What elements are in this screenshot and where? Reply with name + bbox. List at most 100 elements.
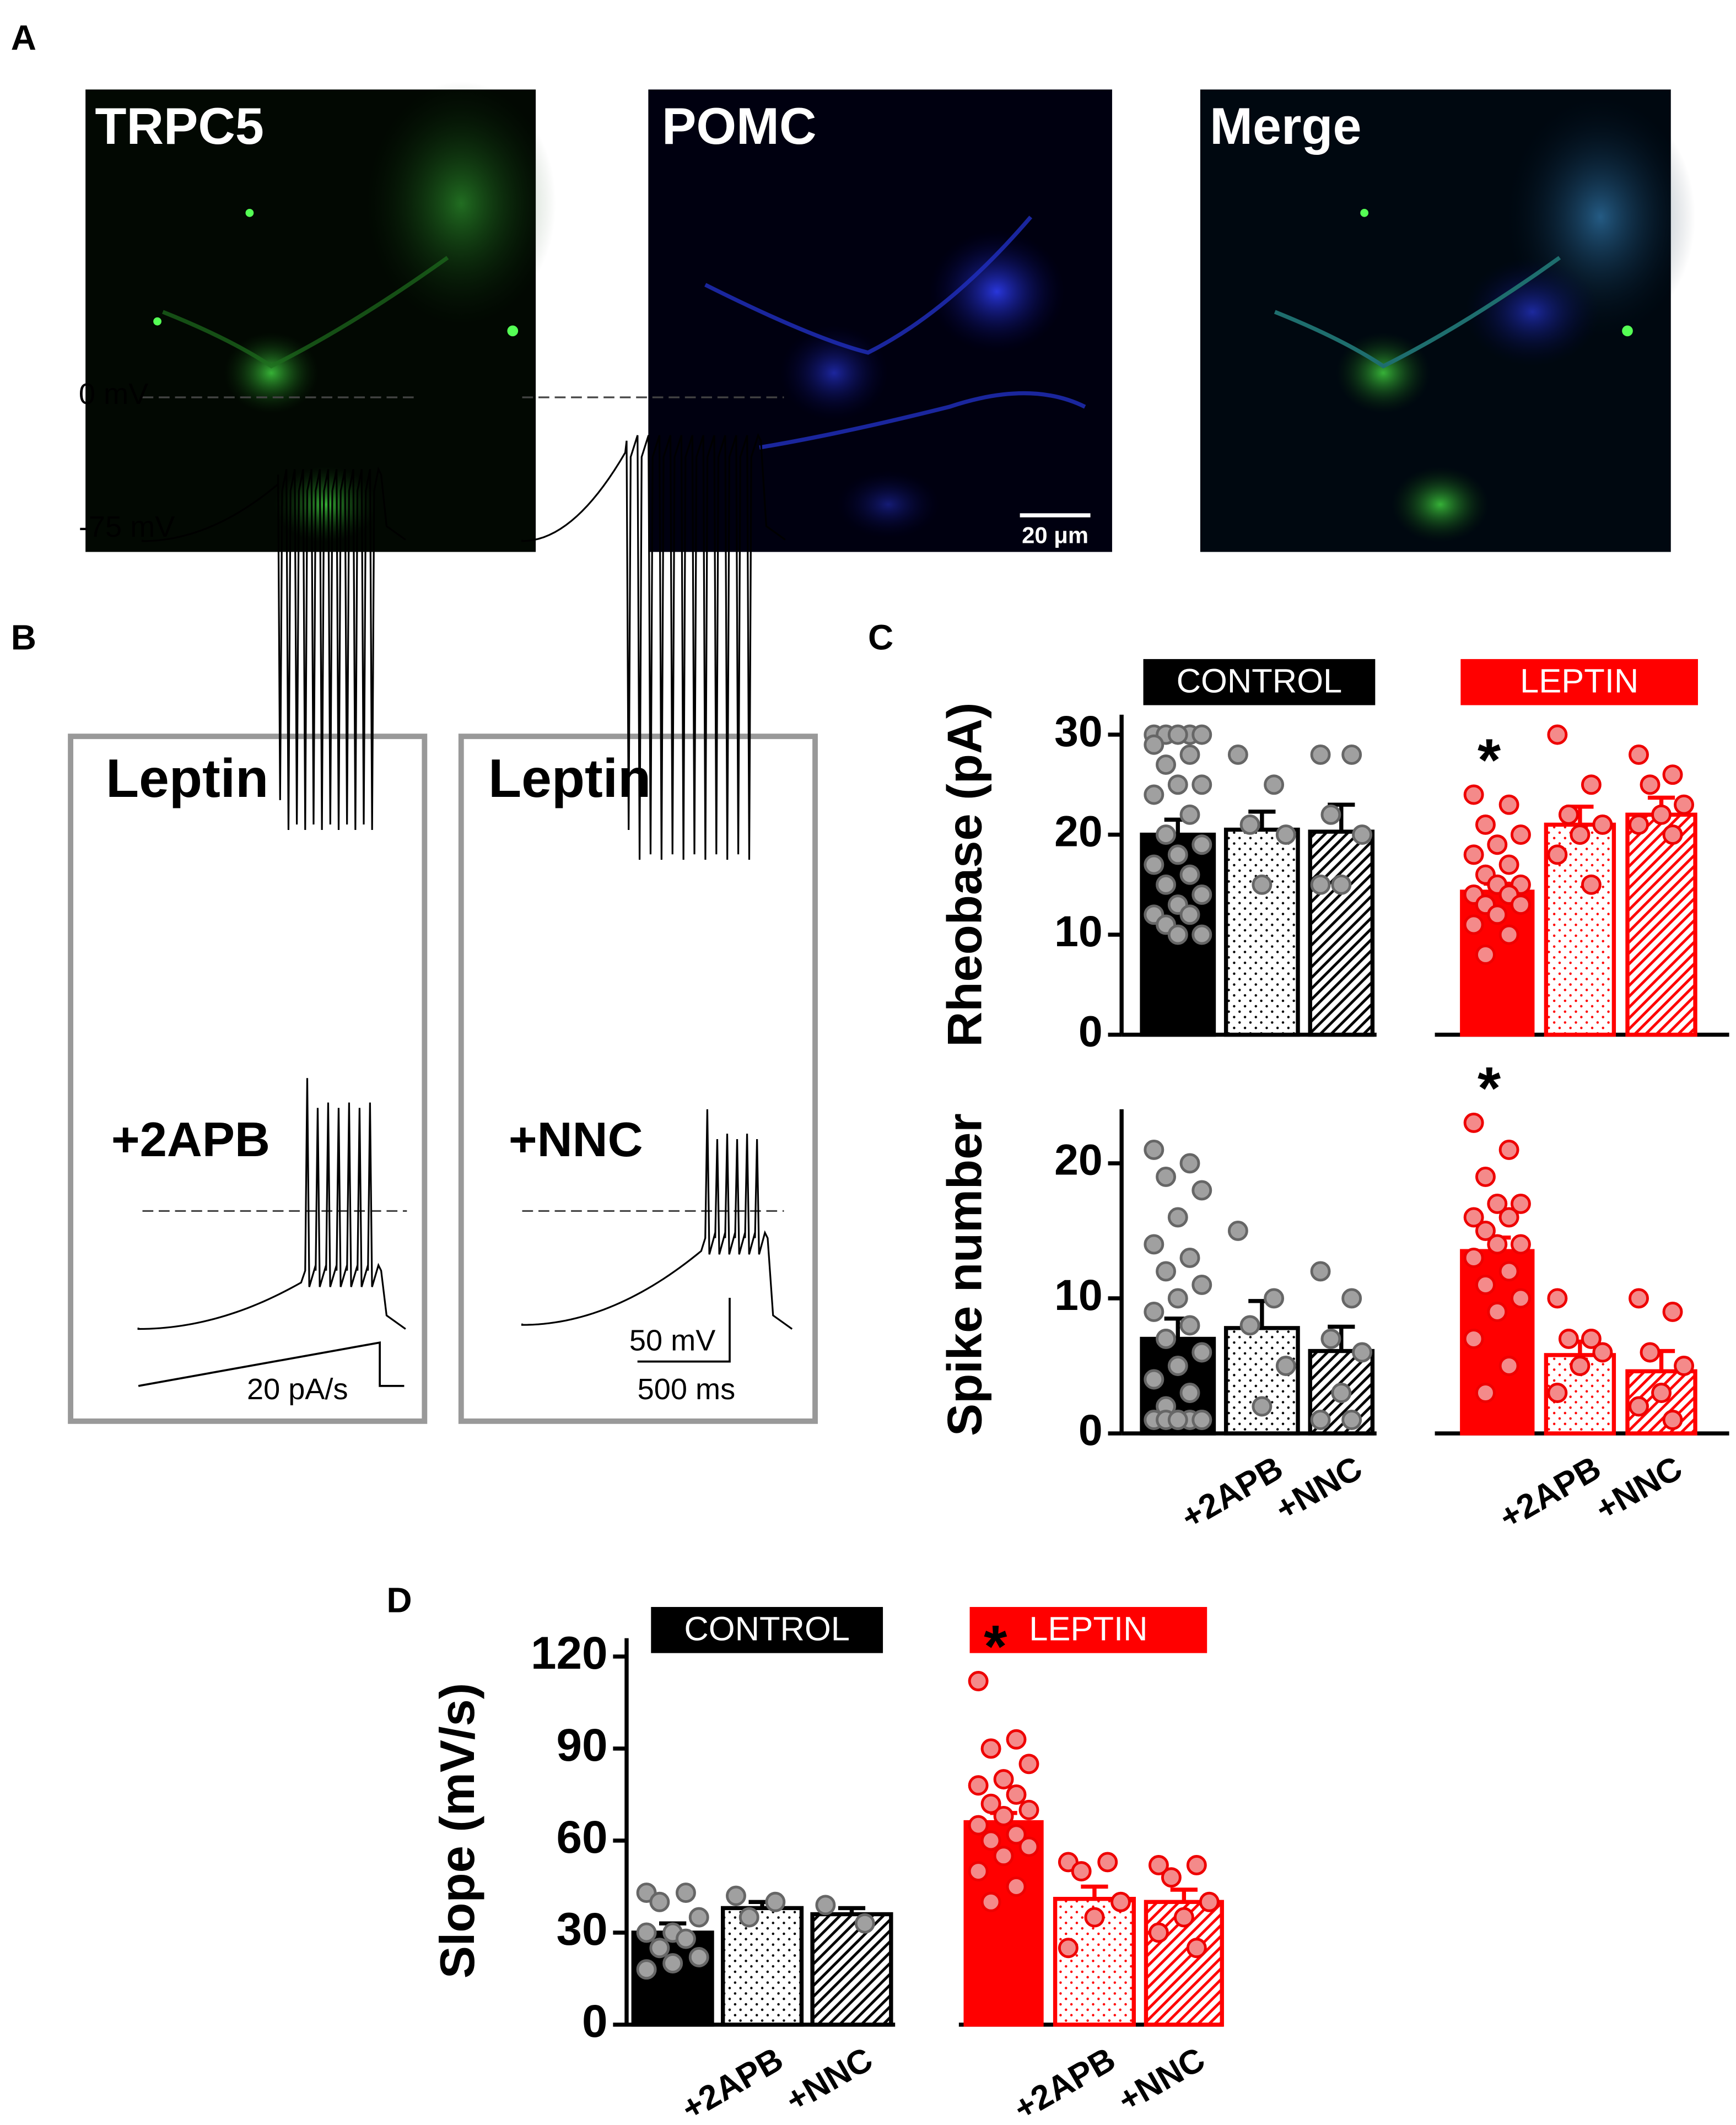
data-point <box>738 1907 759 1928</box>
data-point <box>1498 1261 1519 1282</box>
data-point <box>1167 1288 1188 1309</box>
data-point <box>1144 784 1164 805</box>
error-bar <box>1081 1884 1108 1899</box>
error-bar <box>1248 810 1276 830</box>
data-point <box>1487 1302 1508 1322</box>
y-tick-label: 0 <box>582 1995 608 2047</box>
data-point <box>1018 1836 1039 1857</box>
image-labels: TRPC5 POMC Merge <box>95 97 1361 155</box>
data-point <box>1310 874 1331 895</box>
trace <box>521 1109 793 1330</box>
data-point <box>1352 1342 1372 1363</box>
data-point <box>1167 1356 1188 1376</box>
data-point <box>1547 844 1568 865</box>
data-point <box>1463 784 1484 805</box>
x-tick-label: +2APB <box>1007 2040 1122 2125</box>
puncta <box>245 208 254 217</box>
data-point <box>1475 944 1496 965</box>
trace-label: +2APB <box>111 1112 270 1167</box>
data-point <box>968 1815 989 1836</box>
data-point <box>1475 814 1496 835</box>
bar <box>1308 829 1375 1037</box>
data-point <box>854 1913 875 1934</box>
data-point <box>1144 1139 1164 1160</box>
data-point <box>1498 924 1519 945</box>
data-point <box>1239 1315 1260 1336</box>
data-point <box>1640 774 1660 795</box>
data-point <box>1018 1754 1039 1775</box>
data-point <box>1167 844 1188 865</box>
data-point <box>688 1907 709 1928</box>
data-point <box>1498 1139 1519 1160</box>
data-point <box>1498 794 1519 815</box>
data-point <box>1674 794 1695 815</box>
x-tick-label: +2APB <box>675 2040 790 2125</box>
trace-box <box>68 733 428 1424</box>
data-point <box>636 1959 657 1980</box>
data-point <box>1547 1383 1568 1403</box>
data-point <box>1341 744 1362 765</box>
data-point <box>636 1922 657 1943</box>
data-point <box>1110 1891 1131 1912</box>
data-point <box>1629 1396 1649 1417</box>
data-point <box>1156 1261 1177 1282</box>
scale-label: 50 mV <box>629 1324 715 1357</box>
data-point <box>1651 1383 1672 1403</box>
y-tick-label: 30 <box>1054 707 1103 756</box>
data-point <box>1264 1288 1285 1309</box>
puncta <box>153 317 161 326</box>
data-point <box>968 1671 989 1691</box>
significance: * <box>984 1613 1007 1680</box>
data-point <box>1320 804 1341 825</box>
error-bar <box>1328 1324 1355 1351</box>
y-axis-title: Slope (mV/s) <box>430 1683 484 1979</box>
bar <box>1223 1326 1300 1436</box>
data-point <box>1581 874 1602 895</box>
data-point <box>662 1953 683 1974</box>
data-point <box>1156 1329 1177 1349</box>
data-point <box>1006 1784 1027 1805</box>
data-point <box>1463 914 1484 935</box>
data-point <box>1463 1329 1484 1349</box>
data-point <box>1006 1729 1027 1750</box>
data-point <box>1310 1261 1331 1282</box>
cell <box>929 230 1065 353</box>
x-tick-label: +NNC <box>1589 1449 1689 1528</box>
data-point <box>1058 1938 1079 1959</box>
data-point <box>1252 1396 1273 1417</box>
trace-label: Leptin <box>488 748 651 808</box>
x-tick-label: +NNC <box>1112 2040 1211 2119</box>
data-point <box>1264 774 1285 795</box>
cell <box>1464 257 1600 366</box>
data-point <box>968 1861 989 1882</box>
image-label: TRPC5 <box>95 97 264 155</box>
y-tick-label: 0 <box>1079 1406 1103 1454</box>
data-point <box>1006 1876 1027 1897</box>
group-label: LEPTIN <box>1029 1610 1147 1648</box>
data-point <box>1275 1356 1296 1376</box>
data-point <box>1629 1288 1649 1309</box>
group-label: CONTROL <box>1177 662 1343 700</box>
data-point <box>1227 744 1248 765</box>
data-point <box>1662 764 1683 785</box>
charts: 0 10 20 30 Rheobase (pA) CONTROL LEPTIN * 0 10 20 S… <box>430 659 1729 2125</box>
data-point <box>1156 754 1177 775</box>
data-point <box>1179 1153 1200 1174</box>
data-point <box>1352 824 1372 845</box>
neurite <box>162 256 449 369</box>
x-tick-label: +NNC <box>1269 1449 1368 1528</box>
data-point <box>1192 924 1212 945</box>
data-point <box>688 1946 709 1967</box>
group-label-box <box>1143 659 1376 705</box>
data-point <box>1475 1383 1496 1403</box>
data-point <box>1475 1220 1496 1241</box>
data-point <box>1651 804 1672 825</box>
data-point <box>1310 744 1331 765</box>
group-label-box <box>969 1606 1207 1653</box>
data-point <box>1487 834 1508 855</box>
data-point <box>1331 1383 1352 1403</box>
y-tick-label: 120 <box>531 1627 608 1679</box>
data-point <box>1144 1369 1164 1390</box>
data-point <box>1558 1329 1579 1349</box>
data-point <box>726 1885 746 1906</box>
